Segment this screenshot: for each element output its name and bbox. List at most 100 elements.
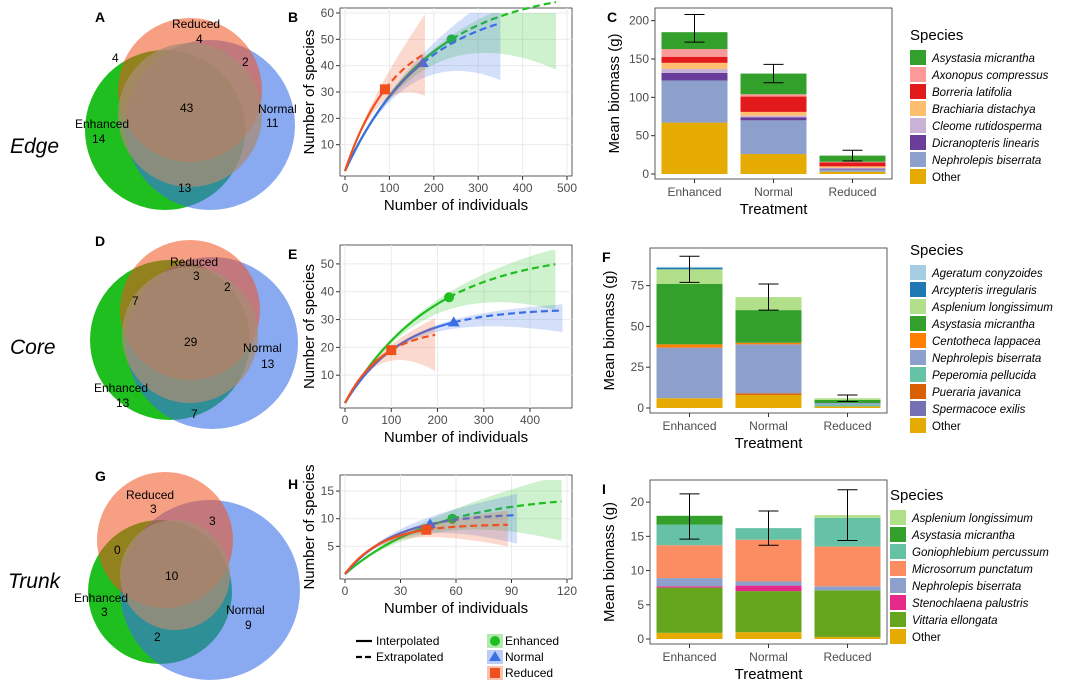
- legend-entry: Pueraria javanica: [932, 387, 1021, 399]
- bar-segment-other: [814, 636, 881, 639]
- bar-segment-dicranopteris-linearis: [740, 117, 807, 121]
- venn-label-normal: Normal: [258, 102, 297, 116]
- venn-count-normal-only: 11: [266, 116, 279, 130]
- venn-count-reduced-only: 3: [193, 269, 200, 283]
- legend-entry: Asplenium longissimum: [911, 513, 1033, 525]
- y-axis-label: Number of species: [301, 464, 318, 589]
- panel-letter: H: [288, 476, 298, 492]
- bar-segment-other: [656, 632, 723, 639]
- tick-label: 5: [637, 598, 644, 612]
- legend-swatch: [890, 561, 906, 576]
- bar-segment-peperomia-pellucida: [814, 404, 881, 407]
- legend-entry: Asystasia micrantha: [911, 530, 1015, 542]
- bar-segment-nephrolepis-biserrata: [814, 586, 881, 591]
- row-label-edge: Edge: [10, 135, 59, 158]
- category-label: Reduced: [823, 419, 871, 433]
- tick-label: 0: [342, 413, 349, 427]
- bar-segment-vittaria-ellongata: [656, 587, 723, 633]
- legend-swatch: [910, 101, 926, 116]
- y-axis-label: Mean biomass (g): [601, 270, 618, 390]
- legend-swatch: [910, 50, 926, 65]
- bar-segment-dicranopteris-linearis: [819, 168, 886, 170]
- tick-label: 90: [505, 584, 519, 598]
- panel-letter: E: [288, 246, 297, 262]
- panel-letter: I: [602, 481, 606, 497]
- bar-segment-axonopus-compressus: [819, 161, 886, 163]
- bar-segment-stenochlaena-palustris: [735, 585, 802, 592]
- venn-count-red-norm: 2: [224, 280, 231, 294]
- ci-band-reduced: [345, 318, 436, 403]
- venn-count-reduced-only: 3: [150, 502, 157, 516]
- tick-label: 0: [342, 181, 349, 195]
- bar-segment-nephrolepis-biserrata: [656, 347, 723, 399]
- legend-swatch: [910, 333, 926, 348]
- legend-entry: Other: [932, 421, 961, 433]
- tick-label: 200: [427, 413, 447, 427]
- category-label: Enhanced: [662, 419, 716, 433]
- legend-title: Species: [910, 27, 963, 44]
- category-label: Normal: [754, 185, 793, 199]
- legend-swatch: [910, 169, 926, 184]
- legend-entry: Cleome rutidosperma: [932, 121, 1042, 133]
- venn-count-enh-norm: 7: [191, 407, 198, 421]
- bar-segment-brachiaria-distachya: [819, 166, 886, 168]
- venn-core: D Reduced 3 7 2 29 Normal 13 Enhanced 13…: [90, 233, 298, 429]
- x-axis-label: Number of individuals: [384, 197, 528, 214]
- venn-edge: A Reduced 4 4 2 43 Normal 11 Enhanced 14…: [75, 9, 297, 210]
- tick-label: 300: [468, 181, 488, 195]
- tick-label: 75: [631, 279, 645, 293]
- legend-swatch: [910, 135, 926, 150]
- extrapolated-line-enhanced: [451, 1, 557, 41]
- tick-label: 0: [342, 584, 349, 598]
- venn-center: [120, 520, 230, 630]
- tick-label: 100: [381, 413, 401, 427]
- venn-count-enh-norm: 2: [154, 630, 161, 644]
- legend-swatch: [890, 578, 906, 593]
- venn-label-reduced: Reduced: [126, 488, 174, 502]
- legend-marker-normal: [489, 651, 501, 661]
- legend-entry: Ageratum conyzoides: [931, 268, 1043, 280]
- venn-count-red-norm: 3: [209, 514, 216, 528]
- biomass-chart: I 0 5 10 15 20 Enhanced Normal Reduced Treatment M…: [601, 479, 888, 683]
- venn-count-enh-red: 4: [112, 51, 119, 65]
- tick-label: 100: [379, 181, 399, 195]
- venn-count-all: 43: [180, 101, 194, 115]
- rarefaction-chart: B 0 100 200 300 400 500 10 20 30 40 50 60 Number of i…: [288, 1, 577, 214]
- bar-segment-asystasia-micrantha: [656, 284, 723, 345]
- tick-label: 30: [321, 85, 335, 99]
- y-axis-label: Number of species: [301, 264, 318, 389]
- bar-segment-other: [735, 394, 802, 408]
- bar-segment-microsorrum-punctatum: [656, 545, 723, 579]
- bar-segment-axonopus-compressus: [661, 49, 728, 57]
- venn-count-enhanced-only: 13: [116, 396, 130, 410]
- bar-segment-other: [656, 398, 723, 408]
- tick-label: 30: [394, 584, 408, 598]
- y-axis-label: Mean biomass (g): [601, 502, 618, 622]
- legend-swatch: [910, 316, 926, 331]
- ci-band-normal: [345, 13, 501, 171]
- legend-entry: Vittaria ellongata: [912, 615, 997, 627]
- interpolated-line-normal: [343, 62, 424, 172]
- tick-label: 400: [513, 181, 533, 195]
- legend-entry: Dicranopteris linearis: [932, 138, 1040, 150]
- ci-band-reduced: [345, 510, 508, 574]
- legend-swatch: [910, 282, 926, 297]
- tick-label: 30: [321, 313, 335, 327]
- bar-segment-borreria-latifolia: [819, 162, 886, 167]
- legend-reduced: Reduced: [505, 666, 553, 680]
- tick-label: 50: [321, 257, 335, 271]
- venn-count-reduced-only: 4: [196, 32, 203, 46]
- plot-area: [339, 244, 573, 409]
- tick-label: 40: [321, 59, 335, 73]
- legend-marker-enhanced: [490, 636, 500, 646]
- legend-swatch: [910, 367, 926, 382]
- tick-label: 50: [321, 32, 335, 46]
- x-axis-label: Number of individuals: [384, 429, 528, 446]
- legend-marker-reduced: [490, 668, 500, 678]
- ref-point-enhanced: [447, 513, 458, 524]
- venn-count-all: 10: [165, 569, 179, 583]
- extrapolated-line-reduced: [390, 333, 436, 352]
- legend-swatch: [910, 265, 926, 280]
- bar-segment-stenochlaena-palustris: [656, 586, 723, 588]
- category-label: Reduced: [823, 650, 871, 664]
